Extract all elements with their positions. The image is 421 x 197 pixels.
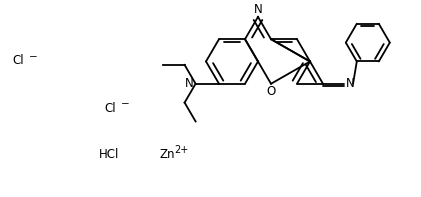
Text: N: N [253, 3, 262, 16]
Text: −: − [120, 99, 129, 109]
Text: Cl: Cl [104, 102, 116, 115]
Text: HCl: HCl [99, 148, 119, 161]
Text: N: N [185, 77, 194, 90]
Text: −: − [29, 52, 37, 62]
Text: Cl: Cl [13, 54, 24, 67]
Text: 2+: 2+ [174, 145, 188, 155]
Text: Zn: Zn [160, 148, 176, 161]
Text: N: N [346, 77, 354, 90]
Text: O: O [266, 85, 276, 98]
